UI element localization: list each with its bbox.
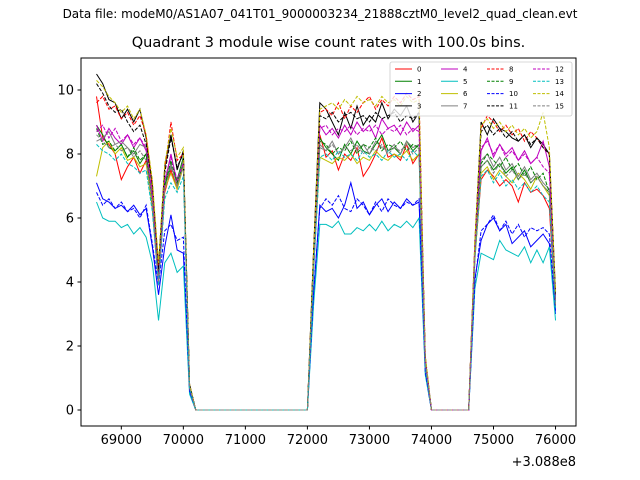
x-tick-label: 72000 xyxy=(287,433,328,448)
y-tick-label: 6 xyxy=(66,212,74,227)
x-offset-label: +3.088e8 xyxy=(512,455,576,470)
y-tick-label: 8 xyxy=(66,148,74,163)
legend-label-0: 0 xyxy=(417,66,421,74)
axes-frame xyxy=(80,57,577,427)
legend-label-10: 10 xyxy=(509,90,518,98)
x-tick-label: 70000 xyxy=(163,433,204,448)
legend-label-6: 6 xyxy=(463,90,468,98)
legend-label-14: 14 xyxy=(555,90,564,98)
x-tick-label: 76000 xyxy=(535,433,576,448)
legend-label-9: 9 xyxy=(509,78,513,86)
x-tick-label: 69000 xyxy=(101,433,142,448)
x-tick-label: 71000 xyxy=(225,433,266,448)
series-line-10 xyxy=(96,192,557,411)
legend-label-7: 7 xyxy=(463,102,467,110)
legend-label-4: 4 xyxy=(463,66,468,74)
series-line-12 xyxy=(96,124,557,411)
y-tick-label: 10 xyxy=(57,84,74,99)
series-line-8 xyxy=(96,92,557,411)
legend-label-11: 11 xyxy=(509,102,518,110)
series-line-5 xyxy=(96,201,557,411)
y-tick-label: 2 xyxy=(66,340,74,355)
legend-label-8: 8 xyxy=(509,66,513,74)
legend-label-5: 5 xyxy=(463,78,467,86)
x-tick-label: 74000 xyxy=(411,433,452,448)
y-axis: 0 2 4 6 8 10 xyxy=(57,84,81,419)
series-line-14 xyxy=(96,80,557,411)
legend-label-13: 13 xyxy=(555,78,564,86)
legend-label-2: 2 xyxy=(417,90,421,98)
series-lines xyxy=(96,73,557,411)
legend-label-12: 12 xyxy=(555,66,564,74)
x-tick-label: 75000 xyxy=(473,433,514,448)
legend-box xyxy=(389,61,573,117)
figure-suptitle: Data file: modeM0/AS1A07_041T01_90000032… xyxy=(62,7,578,21)
legend-label-3: 3 xyxy=(417,102,421,110)
series-line-9 xyxy=(96,128,557,411)
legend-label-1: 1 xyxy=(417,78,421,86)
y-tick-label: 4 xyxy=(66,276,74,291)
series-line-0 xyxy=(96,96,557,411)
x-tick-label: 73000 xyxy=(349,433,390,448)
series-line-13 xyxy=(96,144,557,411)
chart-title: Quadrant 3 module wise count rates with … xyxy=(131,35,526,51)
legend-label-15: 15 xyxy=(555,102,564,110)
series-line-15 xyxy=(96,134,557,411)
x-axis: 69000 70000 71000 72000 73000 74000 75000 76000 xyxy=(101,426,576,448)
series-line-2 xyxy=(96,180,557,411)
series-line-7 xyxy=(96,130,557,411)
y-tick-label: 0 xyxy=(66,404,74,419)
